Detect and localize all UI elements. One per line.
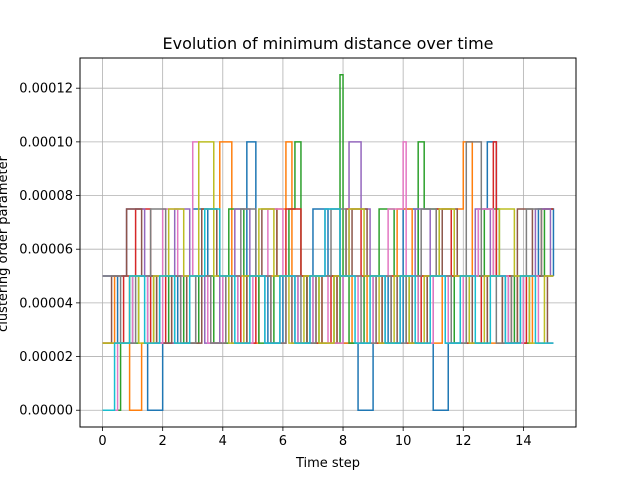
x-tick-label: 12 (455, 434, 472, 449)
series-line-8 (102, 141, 554, 344)
y-tick-label: 0.00002 (19, 350, 73, 365)
y-tick-label: 0.00006 (19, 243, 73, 258)
x-tick-label: 6 (279, 434, 287, 449)
x-tick-label: 4 (219, 434, 227, 449)
y-tick-label: 0.00012 (19, 82, 73, 97)
series-line-9 (102, 141, 554, 344)
x-axis-label: Time step (295, 456, 360, 471)
y-tick-label: 0.00010 (19, 135, 73, 150)
x-tick-label: 10 (395, 434, 412, 449)
x-tick-label: 14 (515, 434, 532, 449)
series-layer (102, 74, 555, 411)
x-tick-label: 0 (98, 434, 106, 449)
x-axis: 0 2 4 6 8 10 12 14 (98, 427, 532, 449)
chart-title: Evolution of minimum distance over time (162, 34, 493, 53)
y-tick-label: 0.00004 (19, 296, 73, 311)
series-line-10 (102, 208, 554, 411)
x-tick-label: 8 (339, 434, 347, 449)
y-axis: 0.00000 0.00002 0.00004 0.00006 0.00008 0.000… (19, 82, 80, 419)
y-axis-label: clustering order parameter (0, 155, 11, 332)
y-tick-label: 0.00008 (19, 189, 73, 204)
plot-frame (79, 57, 577, 428)
x-tick-label: 2 (159, 434, 167, 449)
y-tick-label: 0.00000 (19, 404, 73, 419)
